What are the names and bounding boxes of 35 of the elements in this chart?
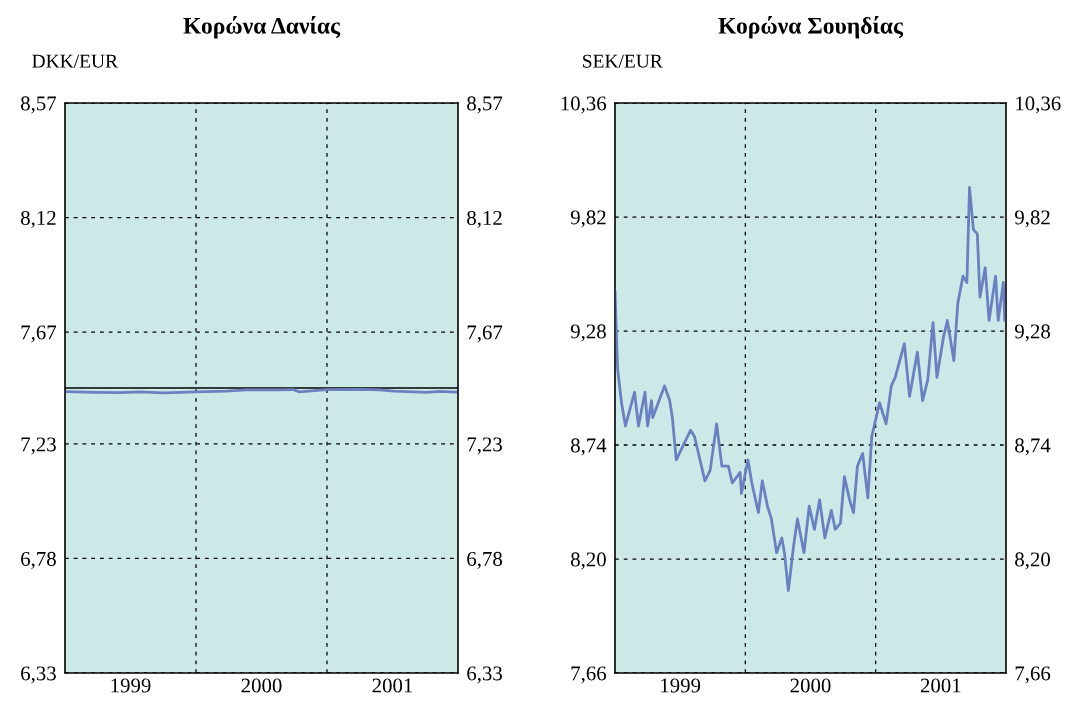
y2-tick-label: 8,12: [467, 210, 502, 228]
y-tick-label: 9,82: [570, 210, 606, 228]
y2-tick-label: 8,57: [467, 96, 503, 114]
y-axis-title: DKK/EUR: [32, 54, 118, 68]
x-tick-label: 2001: [920, 678, 961, 693]
line-series: [615, 186, 1006, 593]
y-tick-label: 7,66: [571, 666, 607, 684]
y-tick-label: 8,20: [571, 552, 606, 570]
x-tick-label: 2000: [790, 678, 831, 693]
y-tick-label: 7,67: [21, 325, 57, 343]
x-tick-label: 1999: [661, 678, 701, 693]
y-tick-label: 8,57: [21, 96, 57, 114]
y2-tick-label: 9,82: [1015, 210, 1050, 228]
y2-tick-label: 8,74: [1015, 438, 1051, 456]
y-axis-title: SEK/EUR: [583, 54, 663, 68]
chart-title: Κορώνα Δανίας: [183, 16, 341, 39]
y2-tick-label: 7,23: [467, 437, 502, 455]
y2-tick-label: 7,66: [1015, 666, 1051, 684]
y-tick-label: 6,78: [21, 551, 56, 569]
y2-tick-label: 6,33: [467, 666, 502, 684]
y2-tick-label: 10,36: [1016, 96, 1061, 114]
y2-tick-label: 6,78: [467, 551, 502, 569]
y-tick-label: 7,23: [21, 437, 56, 455]
x-tick-label: 2001: [372, 678, 413, 693]
chart-title: Κορώνα Σουηδίας: [718, 16, 904, 39]
y2-tick-label: 8,20: [1015, 552, 1050, 570]
x-tick-label: 1999: [111, 678, 151, 693]
y-tick-label: 9,28: [570, 324, 606, 342]
y-tick-label: 8,12: [21, 210, 56, 228]
y2-tick-label: 7,67: [467, 325, 503, 343]
y-tick-label: 8,74: [571, 438, 607, 456]
x-tick-label: 2000: [241, 678, 282, 693]
y-tick-label: 10,36: [561, 96, 607, 114]
y-tick-label: 6,33: [21, 666, 56, 684]
y2-tick-label: 9,28: [1015, 324, 1050, 342]
